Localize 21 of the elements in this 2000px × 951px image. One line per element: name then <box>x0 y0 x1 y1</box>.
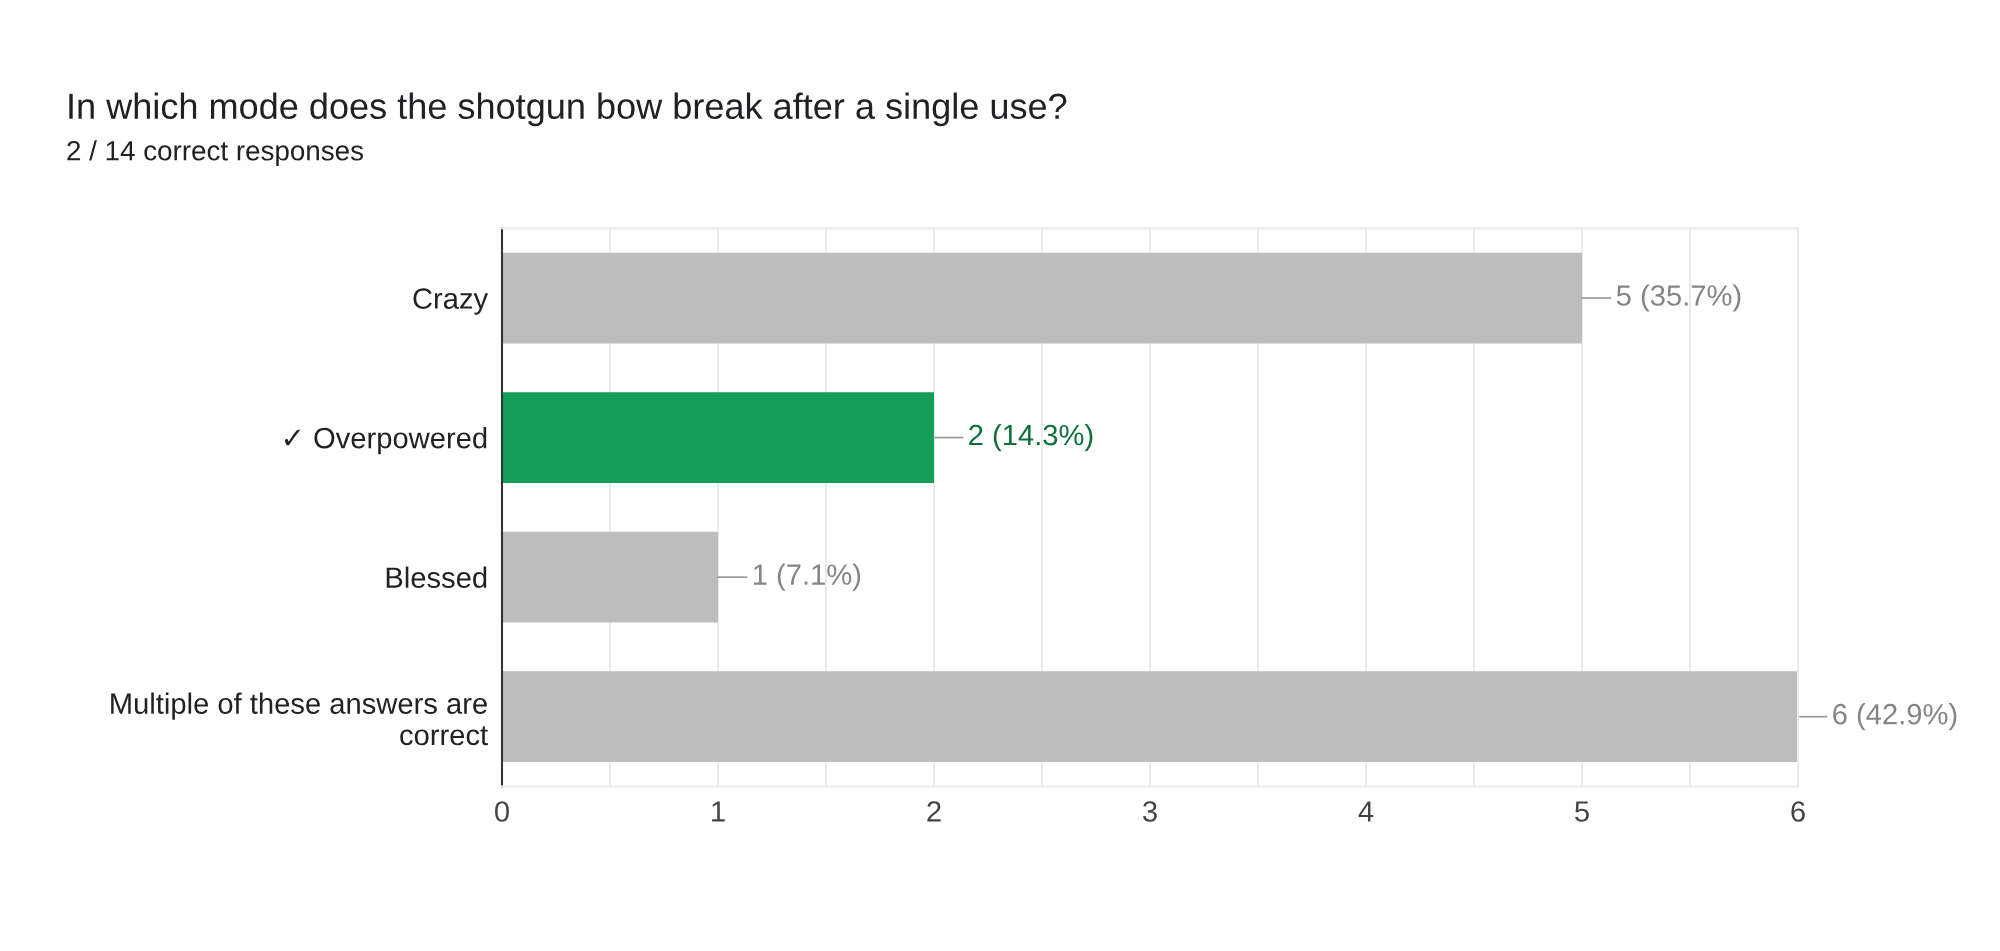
chart-title: In which mode does the shotgun bow break after a single use? <box>69 92 1067 127</box>
bar <box>502 671 1798 763</box>
x-tick-label: 0 <box>495 801 509 822</box>
y-tick-label: ✓ Overpowered <box>284 427 487 455</box>
x-tick-label: 4 <box>1358 801 1374 822</box>
x-tick-label: 5 <box>1575 801 1589 822</box>
x-tick-label: 6 <box>1791 801 1805 822</box>
y-tick-label: Multiple of these answers are correct <box>111 692 488 746</box>
data-label: 2 (14.3%) <box>969 423 1093 452</box>
data-label: 6 (42.9%) <box>1833 703 1957 731</box>
y-tick-label: Blessed <box>386 566 487 588</box>
y-tick-label: Crazy <box>413 288 489 315</box>
text: 2 / 14 correct responses <box>67 140 363 167</box>
x-tick-label: 1 <box>712 801 725 822</box>
data-label: 5 (35.7%) <box>1616 284 1741 312</box>
bar <box>502 252 1582 344</box>
data-label: 1 (7.1%) <box>753 563 861 591</box>
x-tick-label: 3 <box>1143 801 1157 822</box>
bar <box>502 392 934 483</box>
x-tick-label: 2 <box>927 801 941 822</box>
bar <box>502 531 718 623</box>
